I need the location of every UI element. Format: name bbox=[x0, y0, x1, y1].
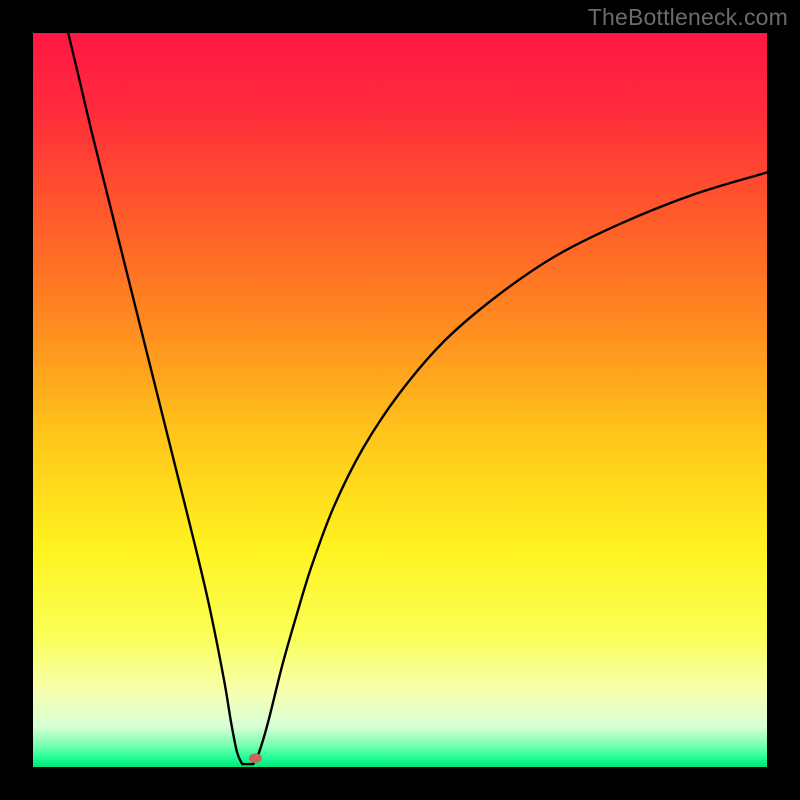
optimal-marker bbox=[249, 753, 262, 763]
chart-container: TheBottleneck.com bbox=[0, 0, 800, 800]
plot-background bbox=[33, 33, 767, 767]
watermark-label: TheBottleneck.com bbox=[588, 4, 788, 31]
bottleneck-chart bbox=[0, 0, 800, 800]
